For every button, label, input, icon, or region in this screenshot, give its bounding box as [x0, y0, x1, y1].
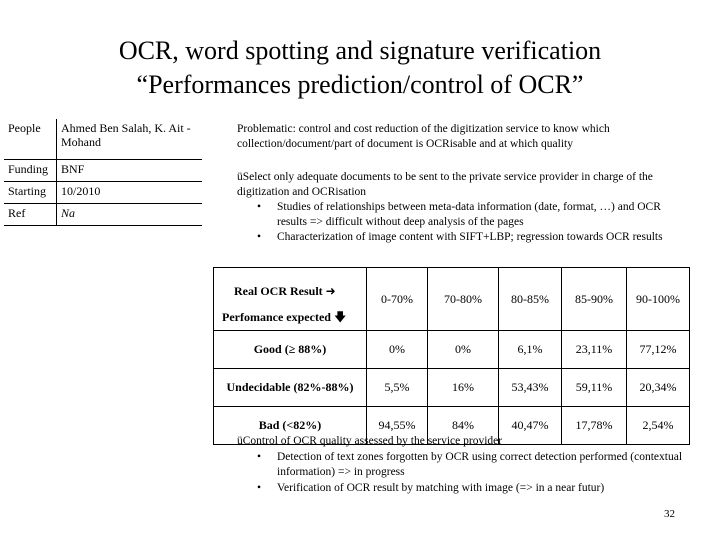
title-line-2: “Performances prediction/control of OCR” [136, 70, 584, 99]
table-row: Undecidable (82%-88%) 5,5% 16% 53,43% 59… [213, 368, 690, 407]
problematic-text: Problematic: control and cost reduction … [237, 123, 610, 150]
info-key: Starting [4, 181, 57, 204]
table-cell: 40,47% [498, 406, 562, 445]
table-cell: 2,54% [626, 406, 690, 445]
info-value: BNF [56, 159, 202, 182]
table-row: Good (≥ 88%) 0% 0% 6,1% 23,11% 77,12% [213, 330, 690, 369]
info-row-funding: Funding BNF [4, 159, 202, 182]
table-cell: 59,11% [561, 368, 627, 407]
page-number: 32 [664, 508, 675, 520]
selection-lead: üSelect only adequate documents to be se… [237, 171, 653, 198]
info-row-ref: Ref Na [4, 203, 202, 226]
arrow-down-icon: 🡇 [333, 310, 347, 324]
info-value: 10/2010 [56, 181, 202, 204]
table-cell: 23,11% [561, 330, 627, 369]
row-label: Bad (<82%) [213, 406, 367, 445]
header-expected-label: Perfomance expected 🡇 [222, 308, 346, 329]
header-real-label: Real OCR Result ➜ [234, 284, 336, 299]
info-row-people: People Ahmed Ben Salah, K. Ait -Mohand [4, 119, 202, 160]
arrow-right-icon: ➜ [325, 284, 336, 298]
header-expected-text: Perfomance expected [222, 310, 331, 324]
info-value: Ahmed Ben Salah, K. Ait -Mohand [56, 119, 202, 160]
column-header: 90-100% [626, 267, 690, 331]
control-bullet: Verification of OCR result by matching w… [257, 481, 697, 497]
table-cell: 6,1% [498, 330, 562, 369]
table-row: Bad (<82%) 94,55% 84% 40,47% 17,78% 2,54… [213, 406, 690, 445]
results-header-row: Real OCR Result ➜ Perfomance expected 🡇 … [213, 267, 690, 331]
selection-bullet: Characterization of image content with S… [257, 230, 682, 245]
table-cell: 0% [427, 330, 499, 369]
table-cell: 94,55% [366, 406, 428, 445]
slide-title: OCR, word spotting and signature verific… [40, 34, 680, 102]
table-cell: 5,5% [366, 368, 428, 407]
info-key: People [4, 119, 57, 160]
control-lead: üControl of OCR quality assessed by the … [237, 435, 503, 447]
info-value: Na [56, 203, 202, 226]
results-table: Real OCR Result ➜ Perfomance expected 🡇 … [213, 267, 690, 445]
info-key: Funding [4, 159, 57, 182]
row-label: Good (≥ 88%) [213, 330, 367, 369]
header-real-text: Real OCR Result [234, 284, 323, 298]
title-line-1: OCR, word spotting and signature verific… [118, 36, 602, 65]
table-cell: 16% [427, 368, 499, 407]
table-cell: 53,43% [498, 368, 562, 407]
row-label: Undecidable (82%-88%) [213, 368, 367, 407]
info-key: Ref [4, 203, 57, 226]
control-bullet: Detection of text zones forgotten by OCR… [257, 450, 697, 481]
table-cell: 77,12% [626, 330, 690, 369]
column-header: 85-90% [561, 267, 627, 331]
results-corner-cell: Real OCR Result ➜ Perfomance expected 🡇 [213, 267, 367, 331]
project-info-table: People Ahmed Ben Salah, K. Ait -Mohand F… [4, 119, 202, 226]
control-section: üControl of OCR quality assessed by the … [237, 434, 697, 496]
table-cell: 0% [366, 330, 428, 369]
column-header: 80-85% [498, 267, 562, 331]
table-cell: 20,34% [626, 368, 690, 407]
column-header: 70-80% [427, 267, 499, 331]
selection-section: üSelect only adequate documents to be se… [237, 170, 682, 245]
info-row-starting: Starting 10/2010 [4, 181, 202, 204]
column-header: 0-70% [366, 267, 428, 331]
selection-bullet: Studies of relationships between meta-da… [257, 200, 682, 230]
